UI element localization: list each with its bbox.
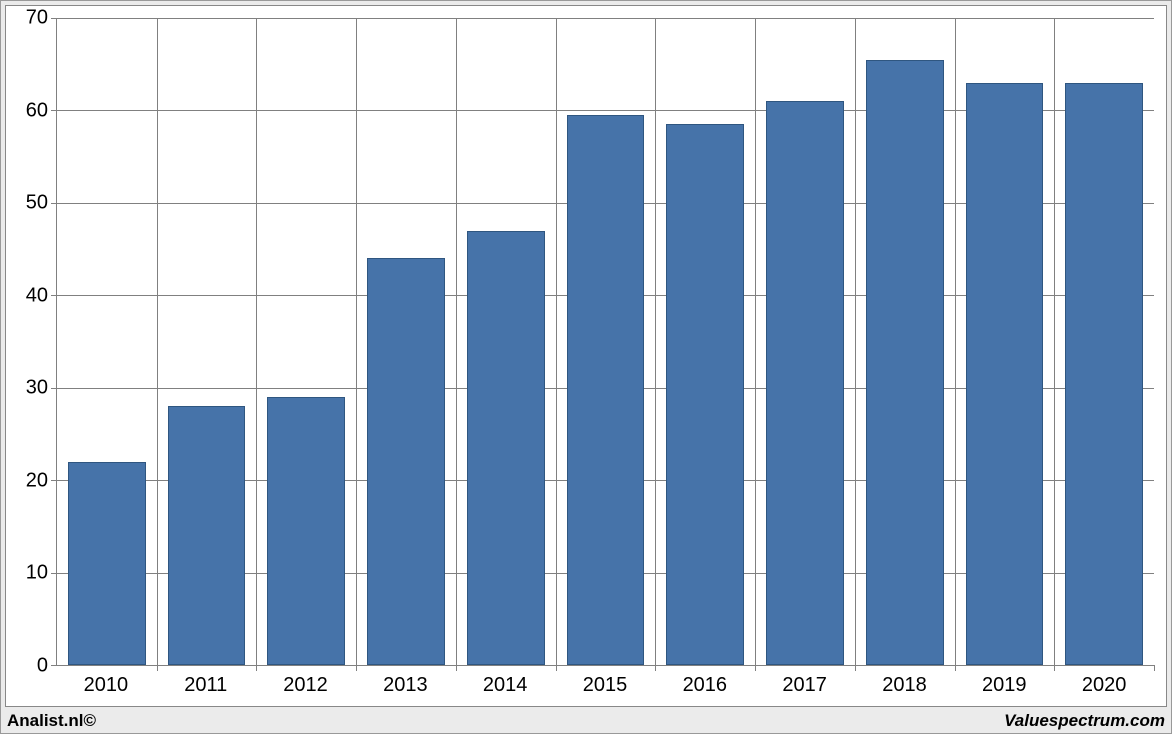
bar bbox=[168, 406, 246, 665]
bar bbox=[1065, 83, 1143, 665]
y-tick bbox=[51, 665, 57, 666]
x-axis-label: 2010 bbox=[84, 674, 129, 697]
x-axis-label: 2013 bbox=[383, 674, 428, 697]
bar bbox=[367, 258, 445, 665]
y-axis-label: 50 bbox=[26, 192, 48, 215]
x-axis-label: 2011 bbox=[184, 674, 227, 697]
x-axis-label: 2014 bbox=[483, 674, 528, 697]
bar bbox=[267, 397, 345, 665]
bar bbox=[68, 462, 146, 665]
x-tick bbox=[1154, 665, 1155, 671]
bar bbox=[766, 101, 844, 665]
x-axis-label: 2020 bbox=[1082, 674, 1127, 697]
y-axis-label: 30 bbox=[26, 377, 48, 400]
bars-layer bbox=[57, 18, 1154, 665]
y-axis-labels: 010203040506070 bbox=[6, 18, 54, 666]
bar bbox=[467, 231, 545, 665]
y-axis-label: 40 bbox=[26, 284, 48, 307]
x-axis-label: 2012 bbox=[283, 674, 328, 697]
chart-container: 0 10 20 30 40 50 60 70 2010 2011 2012 2013 2014 2015… bbox=[0, 0, 1172, 734]
y-tick bbox=[51, 295, 57, 296]
x-axis-label: 2019 bbox=[982, 674, 1027, 697]
plot-area bbox=[56, 18, 1154, 666]
y-tick bbox=[51, 203, 57, 204]
bar bbox=[567, 115, 645, 665]
y-tick bbox=[51, 480, 57, 481]
y-axis-label: 60 bbox=[26, 99, 48, 122]
y-axis-label: 20 bbox=[26, 469, 48, 492]
bar bbox=[866, 60, 944, 665]
x-axis-label: 2016 bbox=[683, 674, 728, 697]
x-axis-labels: 2010 2011 2012 2013 2014 2015 2016 2017 2018 2019… bbox=[56, 668, 1154, 706]
x-axis-label: 2017 bbox=[782, 674, 827, 697]
y-axis-label: 10 bbox=[26, 562, 48, 585]
footer-right-attribution: Valuespectrum.com bbox=[1004, 711, 1165, 731]
y-tick bbox=[51, 573, 57, 574]
y-tick bbox=[51, 18, 57, 19]
footer-left-attribution: Analist.nl© bbox=[7, 711, 96, 731]
y-axis-label: 70 bbox=[26, 7, 48, 30]
x-axis-label: 2015 bbox=[583, 674, 628, 697]
bar bbox=[966, 83, 1044, 665]
y-tick bbox=[51, 388, 57, 389]
y-axis-label: 0 bbox=[37, 655, 48, 678]
x-axis-label: 2018 bbox=[882, 674, 927, 697]
bar bbox=[666, 124, 744, 665]
y-tick bbox=[51, 110, 57, 111]
chart-panel: 0 10 20 30 40 50 60 70 2010 2011 2012 2013 2014 2015… bbox=[5, 5, 1167, 707]
